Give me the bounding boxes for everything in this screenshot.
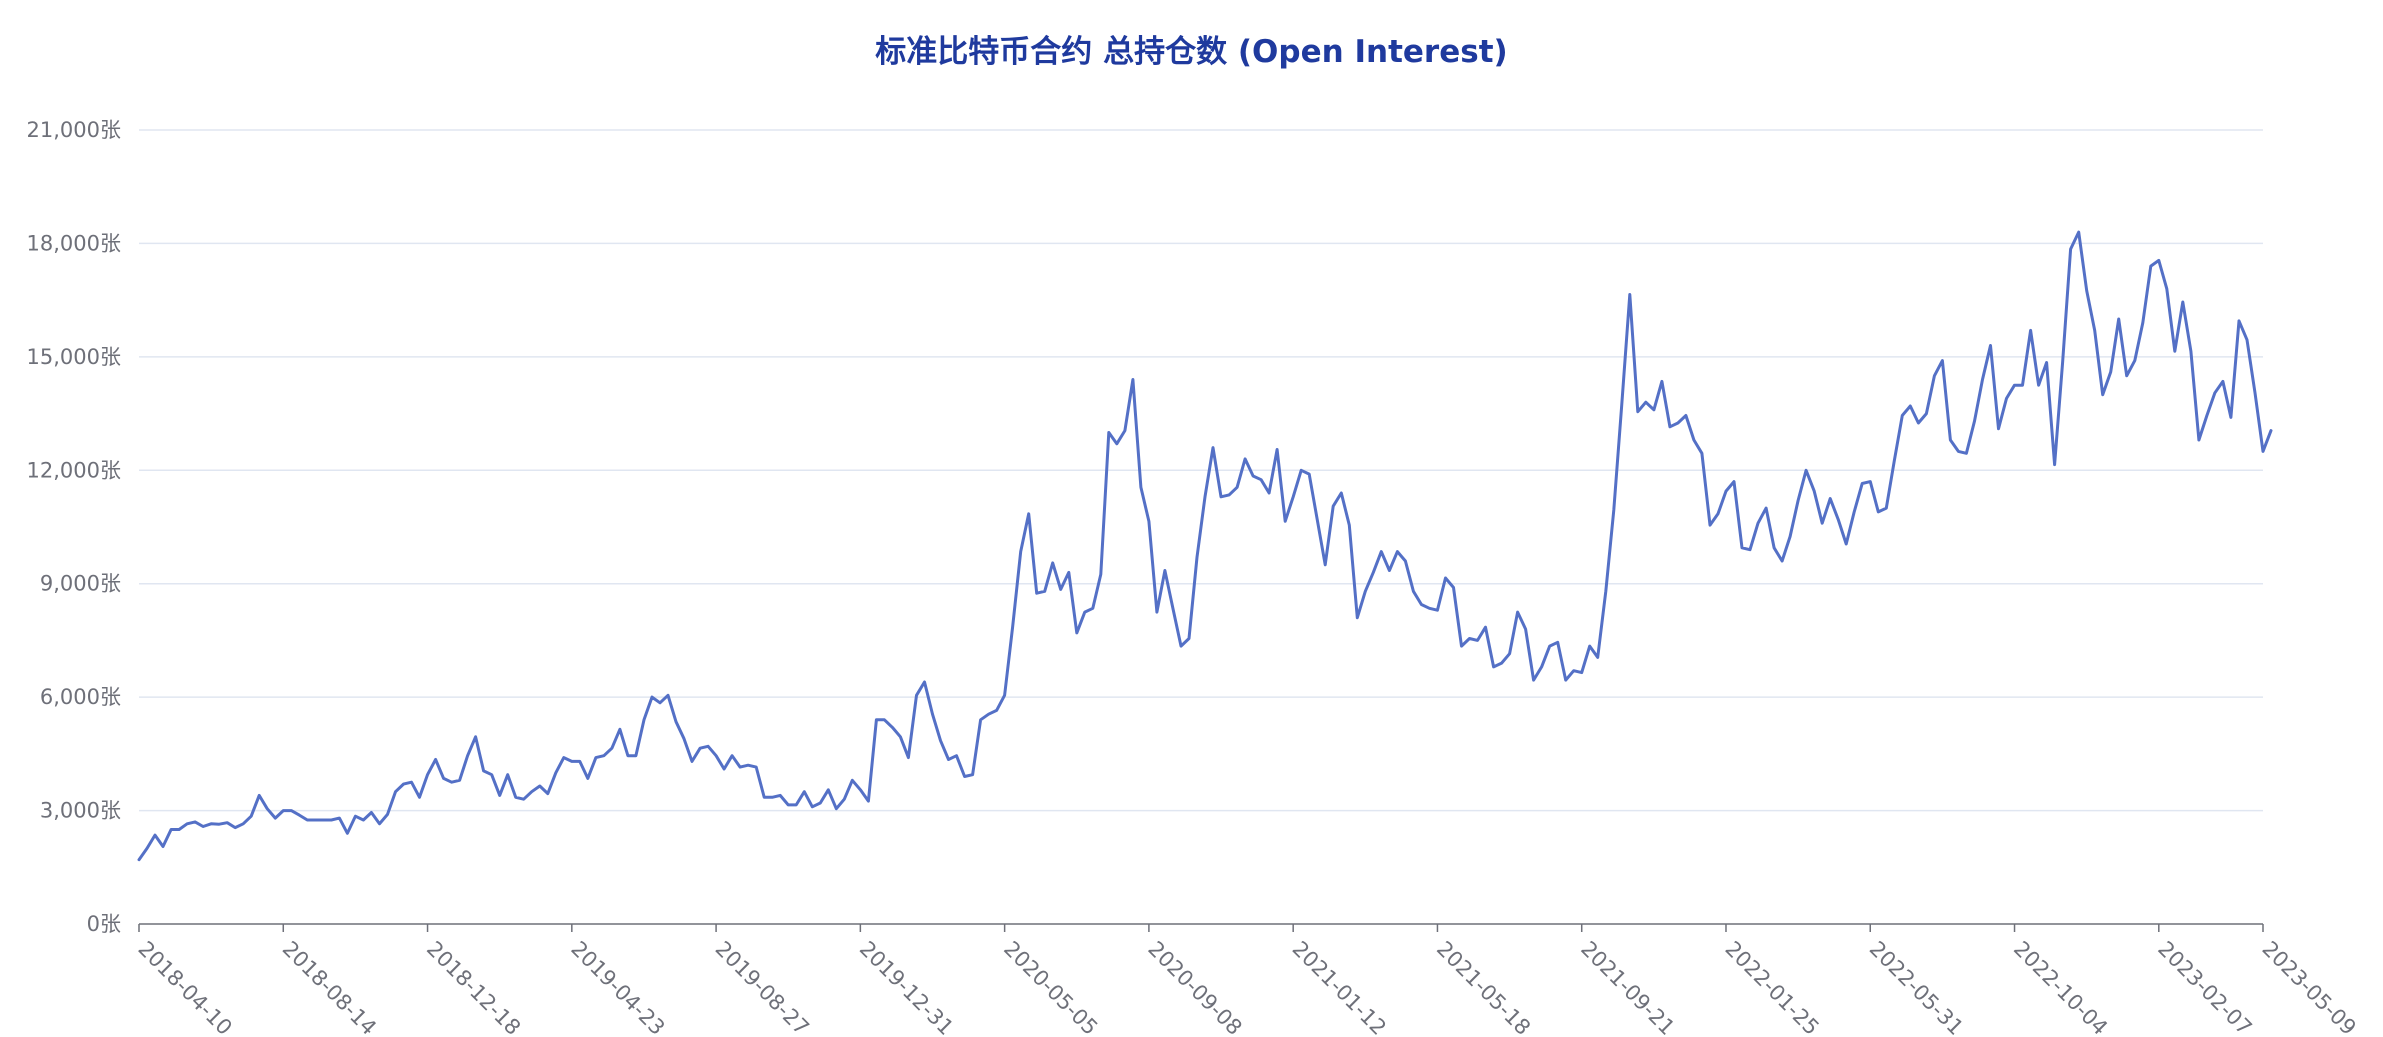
x-tick-label: 2019-08-27 (711, 937, 814, 1037)
x-tick-label: 2023-05-09 (2257, 937, 2360, 1037)
x-tick-label: 2023-02-07 (2153, 937, 2256, 1037)
x-tick-label: 2022-01-25 (1720, 937, 1823, 1037)
gridlines (139, 129, 2263, 812)
y-tick-label: 3,000张 (40, 799, 121, 823)
x-tick-label: 2021-05-18 (1432, 937, 1535, 1037)
x-tick-label: 2020-09-08 (1143, 937, 1246, 1037)
chart-title: 标准比特币合约 总持仓数 (Open Interest) (875, 34, 1508, 70)
x-tick-label: 2022-05-31 (1865, 937, 1968, 1037)
series-layer (137, 230, 2273, 862)
y-axis: 0张 3,000张 6,000张 9,000张 12,000张 15,000张 18,000… (27, 118, 121, 936)
y-tick-label: 0张 (87, 912, 121, 936)
y-tick-label: 6,000张 (40, 685, 121, 709)
x-tick-label: 2019-12-31 (855, 937, 958, 1037)
x-tick-label: 2020-05-05 (999, 937, 1102, 1037)
y-tick-label: 15,000张 (27, 345, 121, 369)
x-tick-label: 2018-04-10 (133, 937, 236, 1037)
x-tick-label: 2018-12-18 (422, 937, 525, 1037)
x-tick-label: 2021-09-21 (1576, 937, 1679, 1037)
y-tick-label: 9,000张 (40, 572, 121, 596)
series-line (137, 230, 2273, 862)
x-tick-label: 2021-01-12 (1288, 937, 1391, 1037)
x-tick-label: 2022-10-04 (2009, 937, 2112, 1037)
x-tick-label: 2018-08-14 (278, 937, 381, 1037)
x-axis: 2018-04-10 2018-08-14 2018-12-18 2019-04-23… (133, 923, 2361, 1037)
y-tick-label: 21,000张 (27, 118, 121, 142)
x-tick-label: 2019-04-23 (566, 937, 669, 1037)
y-tick-label: 18,000张 (27, 231, 121, 255)
y-tick-label: 12,000张 (27, 458, 121, 482)
